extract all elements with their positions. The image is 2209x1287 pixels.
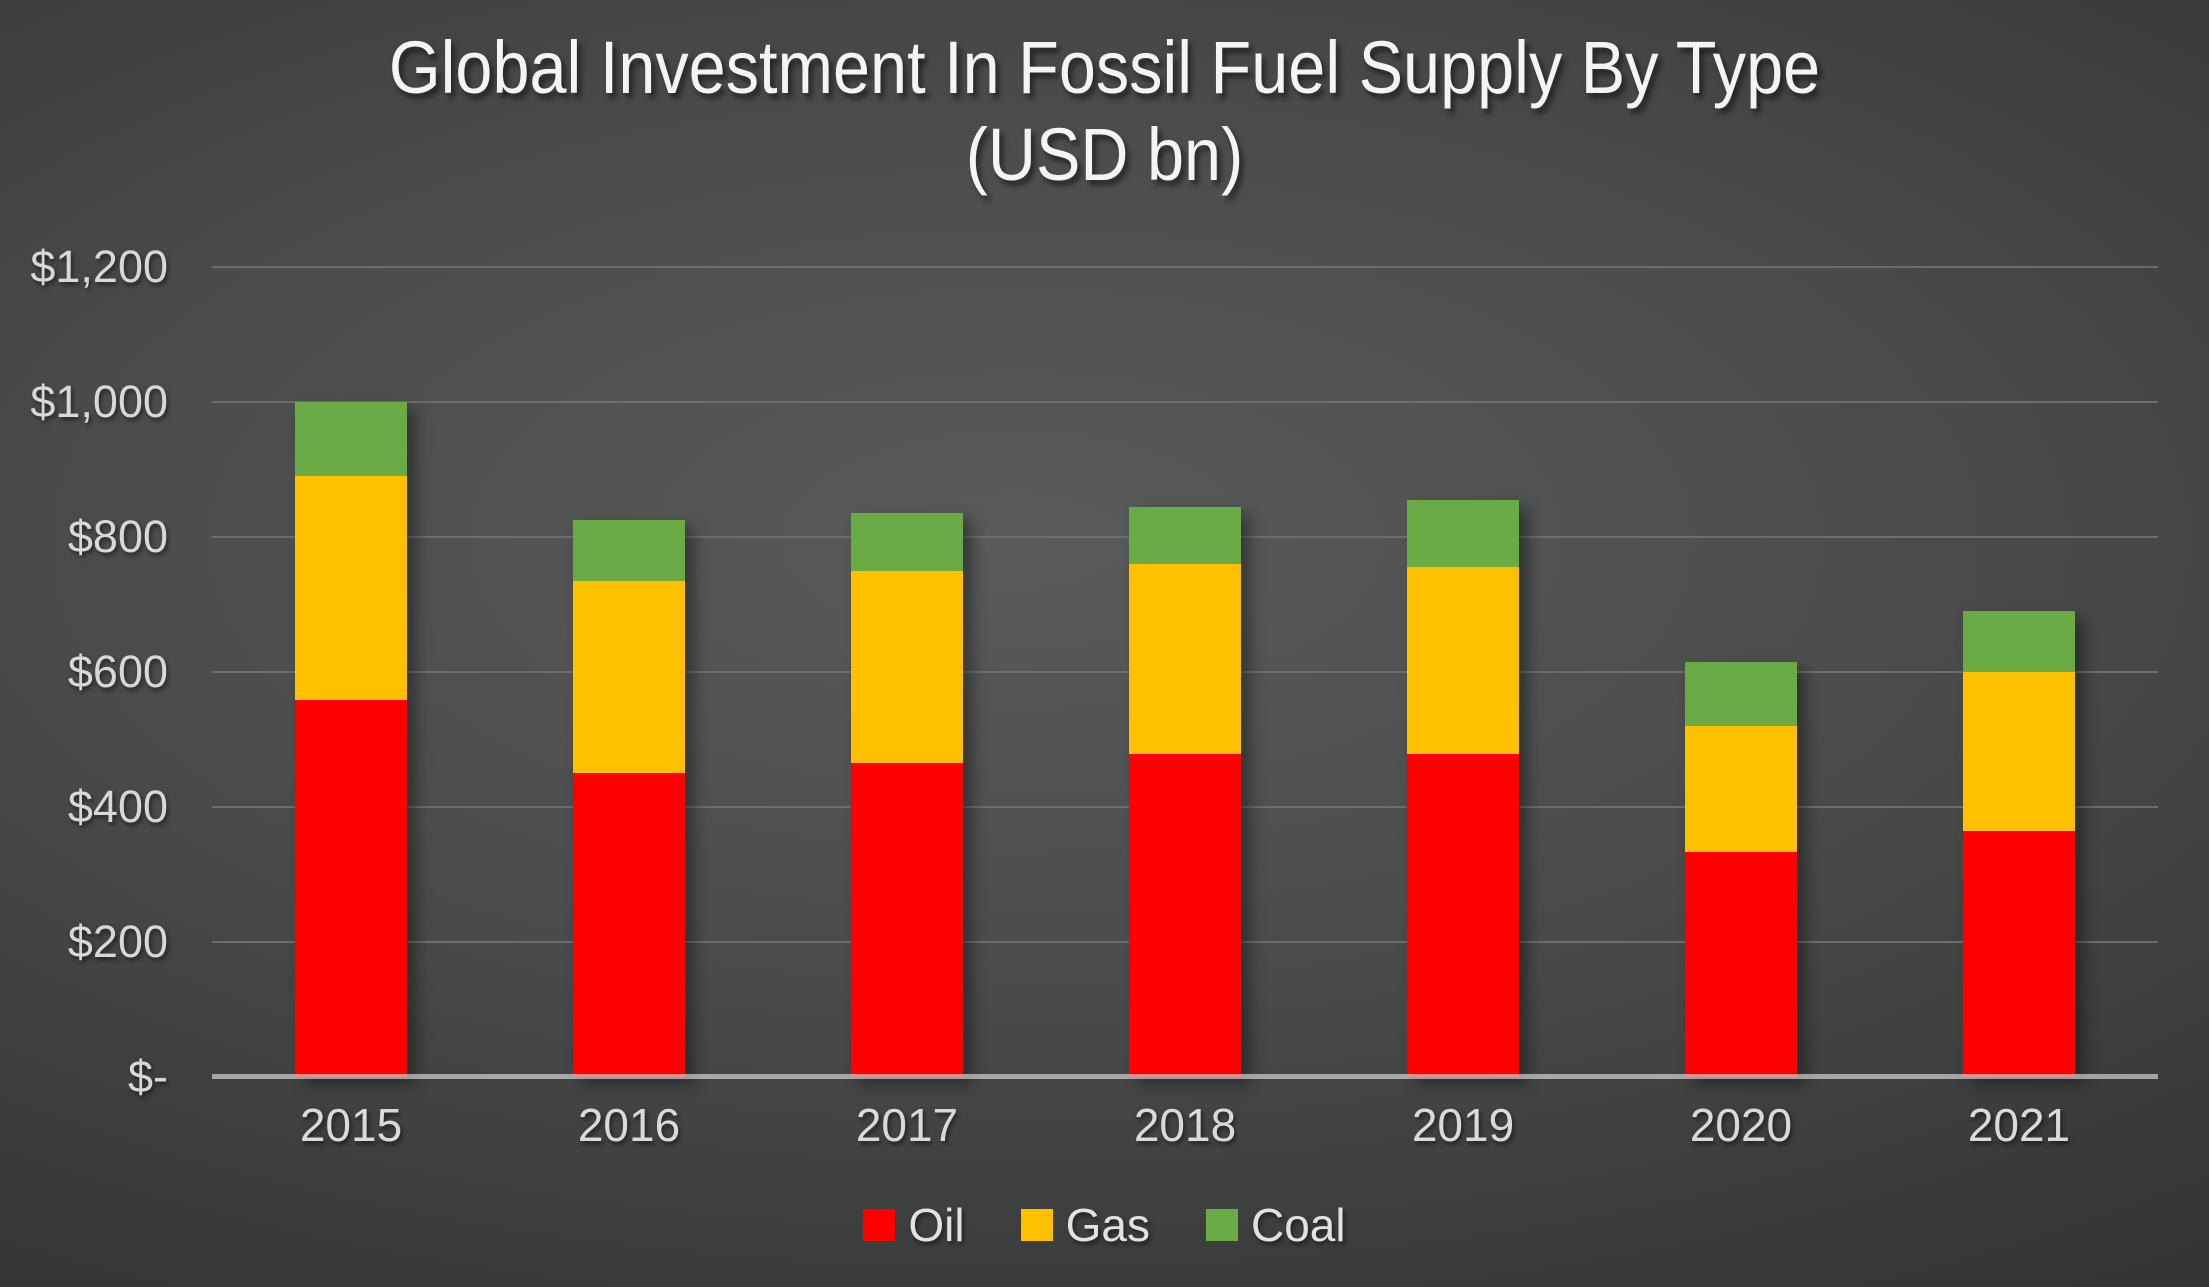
legend-label-oil: Oil — [908, 1199, 965, 1251]
bar-stack-2017 — [851, 513, 963, 1077]
legend-item-gas: Gas — [1020, 1198, 1150, 1252]
bar-segment-coal-2019 — [1407, 499, 1519, 568]
bar-segment-gas-2021 — [1963, 672, 2075, 831]
bar-segment-coal-2021 — [1963, 611, 2075, 673]
x-axis-label-2015: 2015 — [299, 1099, 403, 1151]
bar-segment-oil-2018 — [1129, 754, 1241, 1077]
bar-segment-gas-2016 — [573, 580, 685, 774]
bar-segment-oil-2020 — [1685, 852, 1797, 1077]
bar-segment-oil-2016 — [573, 773, 685, 1077]
bar-stack-2016 — [573, 520, 685, 1077]
legend-label-coal: Coal — [1251, 1199, 1346, 1251]
y-axis-labels: $- $200 $400 $600 $800 $1,000 $1,200 — [0, 241, 168, 1102]
legend: Oil Gas Coal — [0, 1198, 2209, 1252]
bar-segment-gas-2017 — [851, 570, 963, 764]
bar-stack-2015 — [295, 401, 407, 1077]
bar-segment-oil-2019 — [1407, 754, 1519, 1077]
bar-segment-coal-2015 — [295, 401, 407, 477]
x-axis-baseline — [212, 1074, 2158, 1079]
legend-swatch-oil-icon — [863, 1209, 896, 1241]
x-axis-label-2019: 2019 — [1411, 1099, 1515, 1151]
y-axis-tick-label: $600 — [67, 646, 168, 697]
legend-label-gas: Gas — [1065, 1199, 1150, 1251]
chart-title: Global Investment In Fossil Fuel Supply … — [110, 24, 2098, 199]
chart-title-line2: (USD bn) — [965, 113, 1244, 197]
y-axis-tick-label: $400 — [67, 781, 168, 833]
x-axis-label-2020: 2020 — [1689, 1099, 1793, 1151]
y-axis-tick-label: $800 — [67, 511, 168, 562]
y-axis-tick-label: $1,200 — [30, 241, 168, 292]
bar-stack-2020 — [1685, 661, 1797, 1077]
bar-segment-gas-2020 — [1685, 726, 1797, 853]
bar-segment-oil-2017 — [851, 763, 963, 1077]
chart-title-line1: Global Investment In Fossil Fuel Supply … — [388, 26, 1821, 109]
bar-segment-coal-2017 — [851, 513, 963, 571]
bar-stack-2019 — [1407, 499, 1519, 1077]
bar-segment-coal-2018 — [1129, 506, 1241, 565]
legend-swatch-gas-icon — [1020, 1209, 1053, 1241]
y-axis-tick-label: $1,000 — [30, 376, 168, 428]
bar-segment-oil-2021 — [1963, 830, 2075, 1077]
bar-stack-2021 — [1963, 611, 2075, 1077]
legend-swatch-coal-icon — [1206, 1209, 1238, 1241]
legend-item-oil: Oil — [863, 1198, 965, 1252]
gridline-1000 — [212, 401, 2158, 404]
bar-segment-oil-2015 — [295, 700, 407, 1077]
bar-segment-gas-2015 — [295, 476, 407, 701]
x-axis-label-2017: 2017 — [855, 1099, 959, 1151]
bar-segment-coal-2016 — [573, 520, 685, 581]
x-axis-label-2018: 2018 — [1133, 1099, 1237, 1151]
bar-segment-gas-2019 — [1407, 567, 1519, 755]
x-axis-label-2016: 2016 — [577, 1099, 681, 1151]
bar-stack-2018 — [1129, 506, 1241, 1077]
legend-item-coal: Coal — [1206, 1198, 1346, 1252]
x-axis-labels: 2015 2016 2017 2018 2019 2020 2021 — [212, 1098, 2158, 1158]
plot-area — [212, 266, 2158, 1079]
x-axis-label-2021: 2021 — [1967, 1099, 2071, 1151]
gridline-1200 — [212, 266, 2158, 268]
bar-segment-gas-2018 — [1129, 564, 1241, 755]
y-axis-tick-label: $200 — [67, 916, 168, 967]
y-axis-tick-label: $- — [127, 1051, 168, 1102]
bar-segment-coal-2020 — [1685, 661, 1797, 727]
